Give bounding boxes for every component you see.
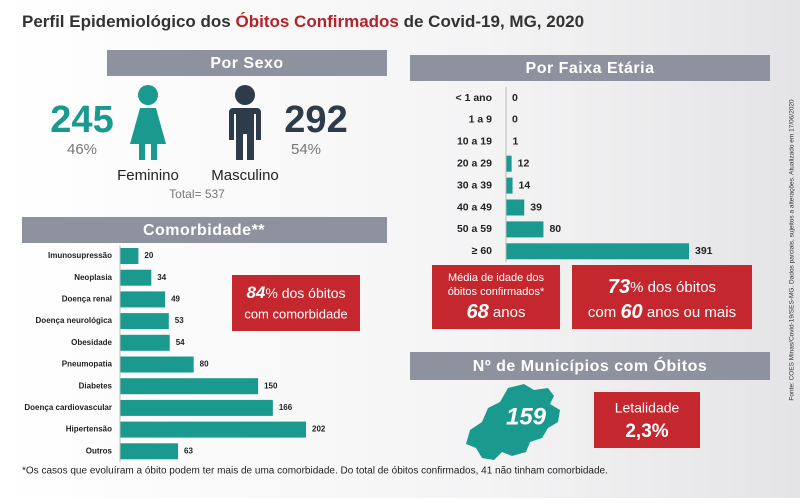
category-label: 50 a 59: [457, 223, 492, 235]
bar: [120, 443, 178, 459]
value-label: 1: [512, 136, 518, 148]
bar: [506, 243, 689, 259]
stat-text: 84% dos óbitos: [246, 283, 345, 302]
bar: [120, 400, 273, 416]
female-percent: 46%: [67, 141, 97, 158]
value-label: 53: [175, 316, 184, 325]
source: Fonte: COES Minas/Covid-19/SES-MG. Dados…: [789, 99, 796, 401]
value-label: 49: [171, 295, 180, 304]
value-label: 54: [176, 338, 185, 347]
section-title: Por Faixa Etária: [526, 60, 655, 77]
value-label: 80: [549, 223, 561, 235]
value-label: 63: [184, 446, 193, 455]
category-label: Hipertensão: [66, 425, 112, 434]
section-title: Por Sexo: [210, 55, 283, 72]
stat-text: 73% dos óbitos: [608, 276, 716, 298]
male-percent: 54%: [291, 141, 321, 158]
category-label: Doença neurológica: [36, 316, 113, 325]
bar: [506, 178, 513, 194]
stat-text: Letalidade: [615, 400, 680, 416]
value-label: 20: [144, 251, 153, 260]
stat-number: 73: [608, 276, 630, 298]
stat-text: com comorbidade: [244, 306, 347, 321]
stat-text-part: com: [588, 304, 621, 321]
bar: [120, 291, 165, 307]
stat-text-part: anos: [489, 304, 526, 321]
male-value: 292: [284, 99, 347, 141]
category-label: Pneumopatia: [62, 360, 113, 369]
value-label: 39: [530, 201, 542, 213]
value-label: 12: [518, 157, 530, 169]
bar: [120, 248, 138, 264]
category-label: 40 a 49: [457, 201, 492, 213]
title-part: Óbitos Confirmados: [235, 12, 398, 31]
footnote: *Os casos que evoluíram a óbito podem te…: [22, 466, 608, 477]
stat-number: 68: [467, 301, 490, 323]
stat-text: Média de idade dos: [448, 272, 545, 284]
title-part: de Covid-19, MG, 2020: [399, 12, 584, 31]
category-label: Imunosupressão: [48, 251, 112, 260]
stat-number: 60: [620, 301, 642, 323]
category-label: 10 a 19: [457, 136, 492, 148]
bar: [120, 313, 169, 329]
municipios-value: 159: [506, 403, 547, 430]
section-title: Comorbidade**: [143, 222, 265, 239]
category-label: Neoplasia: [74, 273, 112, 282]
section-title: Nº de Municípios com Óbitos: [473, 356, 707, 375]
bar: [120, 335, 170, 351]
male-label: Masculino: [211, 167, 279, 184]
value-label: 80: [200, 360, 209, 369]
value-label: 150: [264, 381, 278, 390]
bar: [120, 357, 194, 373]
bar: [120, 270, 151, 286]
category-label: 1 a 9: [469, 114, 493, 126]
bar: [506, 221, 543, 237]
value-label: 166: [279, 403, 293, 412]
category-label: 30 a 39: [457, 179, 492, 191]
stat-text-part: % dos óbitos: [630, 279, 716, 296]
female-label: Feminino: [117, 167, 179, 184]
category-label: 20 a 29: [457, 157, 492, 169]
category-label: ≥ 60: [472, 245, 493, 257]
stat-text-part: anos ou mais: [643, 304, 736, 321]
category-label: Obesidade: [71, 338, 112, 347]
bar: [506, 200, 524, 216]
value-label: 14: [519, 179, 531, 191]
stat-number: 2,3%: [625, 421, 668, 442]
category-label: Diabetes: [79, 381, 113, 390]
title-part: Perfil Epidemiológico dos: [22, 12, 235, 31]
value-label: 391: [695, 245, 713, 257]
value-label: 202: [312, 425, 326, 434]
stat-text: 68 anos: [467, 301, 526, 323]
title: Perfil Epidemiológico dos Óbitos Confirm…: [22, 12, 584, 31]
stat-text: com 60 anos ou mais: [588, 301, 736, 323]
category-label: < 1 ano: [456, 92, 492, 104]
category-label: Outros: [86, 446, 113, 455]
stat-text: óbitos confirmados*: [448, 286, 545, 298]
bar: [506, 156, 512, 172]
bar: [120, 378, 258, 394]
value-label: 0: [512, 114, 518, 126]
value-label: 0: [512, 92, 518, 104]
category-label: Doença renal: [62, 295, 112, 304]
bar: [120, 422, 306, 438]
stat-number: 84: [246, 283, 265, 302]
female-value: 245: [50, 99, 113, 141]
value-label: 34: [157, 273, 166, 282]
total: Total= 537: [169, 187, 225, 201]
stat-text-part: % dos óbitos: [265, 285, 345, 301]
category-label: Doença cardiovascular: [24, 403, 112, 412]
